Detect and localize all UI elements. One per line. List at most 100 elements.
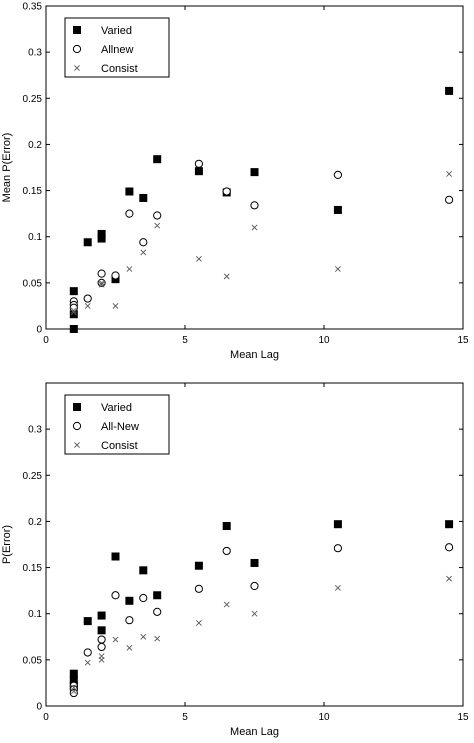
data-point: [83, 648, 92, 657]
x-tick-label: 0: [43, 335, 49, 346]
data-point: [333, 520, 342, 529]
data-point: [97, 229, 106, 238]
data-point: [250, 168, 259, 177]
data-point: [194, 584, 203, 593]
data-point: [250, 558, 259, 567]
data-point: [97, 635, 106, 644]
legend: Varied Allnew Consist: [64, 17, 170, 78]
legend-marker: [73, 26, 81, 34]
data-point: [251, 224, 258, 231]
data-point: [139, 238, 148, 247]
data-point: [223, 273, 230, 280]
data-point: [84, 659, 91, 666]
y-tick-label: 0.1: [28, 609, 42, 620]
series-2: [69, 159, 454, 312]
data-point: [112, 636, 119, 643]
legend-label: Allnew: [101, 44, 133, 56]
data-point: [140, 249, 147, 256]
series-3: [70, 171, 453, 316]
legend: Varied All-New Consist: [64, 394, 170, 455]
data-point: [69, 303, 78, 312]
data-point: [446, 575, 453, 582]
y-tick-label: 0.35: [23, 2, 43, 13]
data-point: [98, 281, 105, 288]
data-point: [83, 617, 92, 626]
data-point: [195, 255, 202, 262]
data-point: [153, 211, 162, 220]
legend-box: [64, 17, 170, 78]
legend-label: Varied: [101, 25, 132, 37]
legend-marker: [72, 44, 82, 54]
y-tick-label: 0.05: [23, 655, 43, 666]
data-point: [70, 307, 77, 314]
y-tick-label: 0: [36, 325, 42, 336]
data-point: [83, 294, 92, 303]
data-point: [195, 620, 202, 626]
legend-marker: [73, 403, 81, 411]
y-tick-label: 0.05: [23, 278, 43, 289]
data-point: [69, 676, 78, 685]
data-point: [126, 266, 133, 272]
y-tick-label: 0.15: [23, 186, 43, 197]
y-tick-label: 0.1: [28, 232, 42, 243]
series-3: [70, 575, 453, 695]
data-point: [125, 596, 134, 605]
y-tick-label: 0.2: [28, 517, 42, 528]
data-point: [334, 266, 341, 272]
plot-area-frame: [45, 5, 464, 330]
data-point: [125, 616, 134, 625]
y-tick-label: 0.15: [23, 563, 43, 574]
data-point: [139, 193, 148, 202]
y-axis-label: Mean P(Error): [1, 133, 13, 203]
y-tick-label: 0.25: [23, 471, 43, 482]
data-point: [140, 633, 147, 640]
x-tick-label: 5: [182, 335, 188, 346]
data-point: [70, 688, 77, 695]
data-point: [153, 607, 162, 616]
data-point: [126, 644, 133, 651]
y-tick-label: 0.3: [28, 425, 42, 436]
data-point: [139, 566, 148, 575]
data-point: [194, 561, 203, 570]
data-point: [250, 201, 259, 210]
data-point: [98, 656, 105, 663]
data-point: [69, 287, 78, 296]
data-point: [97, 269, 106, 278]
data-point: [111, 271, 120, 280]
data-point: [97, 234, 106, 243]
data-point: [445, 195, 454, 204]
x-tick-label: 10: [318, 712, 330, 723]
data-point: [70, 309, 77, 316]
y-tick-label: 0.25: [23, 94, 43, 105]
x-tick-label: 10: [318, 335, 330, 346]
legend-label: Varied: [101, 402, 132, 414]
data-point: [154, 635, 161, 642]
data-point: [222, 546, 231, 556]
data-point: [98, 279, 105, 286]
data-point: [111, 552, 120, 561]
legend-label: Consist: [101, 440, 138, 452]
data-point: [333, 544, 342, 553]
data-point: [69, 669, 78, 678]
plot-area-frame: [45, 382, 464, 707]
data-point: [194, 167, 203, 176]
chart-panel-2: 0 5 10 15 0 0.05 0.1 0.15 0.2 0.25 0.3 Mean Lag P(Er…: [1, 382, 469, 738]
data-point: [153, 591, 162, 600]
data-point: [251, 610, 258, 617]
legend-label: Consist: [101, 63, 138, 75]
data-point: [445, 543, 454, 552]
data-point: [112, 303, 119, 309]
data-point: [222, 522, 231, 531]
data-point: [84, 303, 91, 309]
chart-panel-1: 0 5 10 15 0 0.05 0.1 0.15 0.2 0.25 0.3 0.35 Mean Lag…: [1, 2, 469, 362]
data-point: [445, 520, 454, 529]
data-point: [83, 238, 92, 247]
data-point: [223, 601, 230, 608]
data-point: [125, 187, 134, 196]
legend-label: All-New: [101, 421, 139, 433]
data-point: [97, 611, 106, 620]
y-tick-label: 0.2: [28, 140, 42, 151]
x-axis-label: Mean Lag: [230, 349, 279, 361]
x-tick-label: 15: [457, 335, 469, 346]
